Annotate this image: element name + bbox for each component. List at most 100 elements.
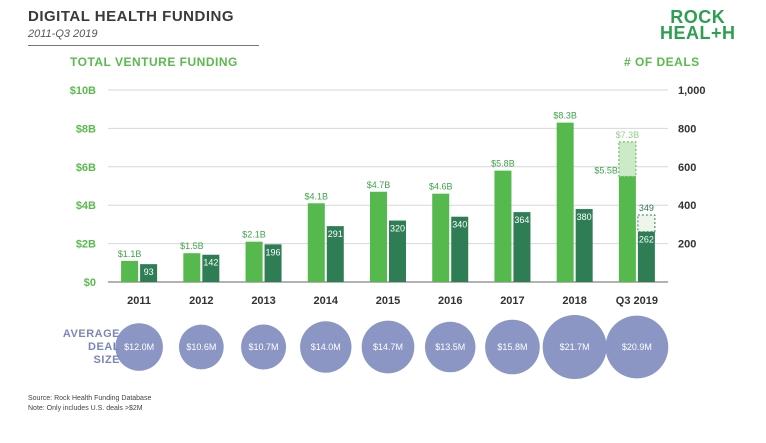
right-axis-title: # OF DEALS — [624, 55, 700, 69]
category-labels: 2011 2012 2013 2014 2015 2016 2017 2018 Q3 2019 — [127, 295, 658, 307]
deals-bar — [513, 212, 531, 282]
deals-value-label: 380 — [577, 212, 592, 222]
category-label: 2017 — [500, 295, 524, 307]
rock-health-logo: ROCK HEAL+H — [660, 7, 736, 43]
deals-bar — [326, 226, 344, 282]
deals-value-label: 364 — [514, 215, 529, 225]
right-tick-label: 400 — [678, 200, 696, 212]
deals-value-label: 93 — [144, 267, 154, 277]
category-label: 2014 — [314, 295, 339, 307]
funding-bar — [556, 122, 574, 282]
deals-bar — [451, 216, 469, 282]
left-tick-label: $8B — [76, 123, 96, 135]
deal-size-bubble — [424, 321, 476, 373]
funding-value-label: $5.5B — [594, 165, 618, 175]
deals-projection-bar — [637, 214, 656, 233]
category-label: 2013 — [251, 295, 275, 307]
axis-ticks: $0 $2B $4B $6B $8B $10B 200 400 600 800 1,000 — [70, 85, 706, 289]
deal-size-bubble — [485, 319, 540, 375]
funding-value-label: $5.8B — [491, 159, 515, 169]
deals-bar — [202, 254, 220, 282]
left-tick-label: $10B — [70, 85, 96, 97]
gridlines — [108, 89, 668, 283]
deals-value-label: 196 — [266, 247, 281, 257]
left-tick-label: $6B — [76, 162, 96, 174]
chart-subtitle: 2011-Q3 2019 — [28, 28, 98, 40]
deal-size-label: $21.7M — [560, 342, 590, 352]
category-label: 2015 — [376, 295, 400, 307]
funding-bar — [370, 191, 387, 282]
left-axis-title: TOTAL VENTURE FUNDING — [70, 55, 238, 69]
deals-bar — [264, 244, 282, 282]
average-deal-size-title: AVERAGE DEAL SIZE — [38, 328, 120, 367]
deal-size-bubble — [542, 315, 607, 379]
category-label: 2016 — [438, 295, 462, 307]
note-text: Note: Only includes U.S. deals >$2M — [28, 405, 143, 412]
funding-value-label: $2.1B — [242, 230, 266, 240]
category-label: Q3 2019 — [616, 295, 658, 307]
deal-size-label: $10.7M — [249, 342, 279, 352]
source-text: Source: Rock Health Funding Database — [28, 395, 152, 402]
deal-size-label: $10.6M — [186, 342, 216, 352]
funding-value-label: $1.1B — [118, 249, 142, 259]
left-tick-label: $2B — [76, 239, 96, 251]
right-tick-label: 800 — [678, 123, 696, 135]
deals-bar — [637, 231, 655, 282]
left-tick-label: $0 — [84, 277, 96, 289]
deals-value-label: 320 — [390, 224, 405, 234]
deal-size-bubble — [115, 323, 163, 371]
deal-size-label: $12.0M — [124, 342, 154, 352]
category-label: 2012 — [189, 295, 213, 307]
deals-value-label: 340 — [452, 220, 467, 230]
category-label: 2018 — [562, 295, 586, 307]
deals-value-label: 262 — [639, 235, 654, 245]
bubble-title-line-3: SIZE — [93, 354, 120, 366]
funding-value-label: $4.6B — [429, 182, 453, 192]
funding-bar — [618, 176, 636, 282]
funding-value-label: $1.5B — [180, 241, 204, 251]
deal-size-label: $14.0M — [311, 342, 341, 352]
left-tick-label: $4B — [76, 200, 96, 212]
right-tick-label: 600 — [678, 162, 696, 174]
deal-size-label: $15.8M — [497, 342, 527, 352]
deal-size-label: $13.5M — [435, 342, 465, 352]
deals-projection-label: 349 — [639, 203, 654, 213]
funding-value-label: $4.7B — [367, 180, 391, 190]
deals-value-label: 142 — [203, 258, 218, 268]
funding-bar — [245, 241, 263, 282]
deal-size-bubble — [178, 324, 224, 370]
deals-bar — [389, 220, 406, 282]
funding-bar — [183, 253, 201, 282]
deal-size-bubble — [241, 324, 287, 370]
funding-bar — [121, 260, 139, 282]
deals-value-label: 291 — [328, 229, 343, 239]
deal-size-bubbles: $12.0M $10.6M $10.7M $14.0M $14.7M $13.5M $15.… — [115, 315, 669, 379]
bars — [121, 122, 656, 282]
deals-bar — [140, 264, 158, 282]
deal-size-bubble — [605, 315, 669, 379]
category-label: 2011 — [127, 295, 151, 307]
logo-line-2: HEAL+H — [660, 23, 736, 43]
chart-title: DIGITAL HEALTH FUNDING — [28, 8, 234, 25]
funding-value-label: $8.3B — [553, 111, 577, 121]
funding-projection-bar — [618, 141, 637, 177]
source-note: Source: Rock Health Funding Database Not… — [28, 394, 151, 414]
bubble-title-line-1: AVERAGE — [62, 328, 120, 340]
right-tick-label: 1,000 — [678, 85, 706, 97]
logo-line-1: ROCK — [670, 7, 726, 27]
funding-bar — [307, 203, 325, 282]
funding-bar — [494, 170, 512, 282]
funding-value-label: $4.1B — [305, 191, 329, 201]
title-divider — [28, 45, 259, 46]
right-tick-label: 200 — [678, 239, 696, 251]
deal-size-bubble — [300, 321, 352, 373]
funding-projection-label: $7.3B — [616, 130, 640, 140]
funding-bar — [432, 193, 450, 282]
bubble-title-line-2: DEAL — [88, 341, 120, 353]
deal-size-bubble — [361, 320, 415, 374]
deals-bar — [575, 209, 593, 282]
deal-size-label: $20.9M — [622, 342, 652, 352]
deal-size-label: $14.7M — [373, 342, 403, 352]
